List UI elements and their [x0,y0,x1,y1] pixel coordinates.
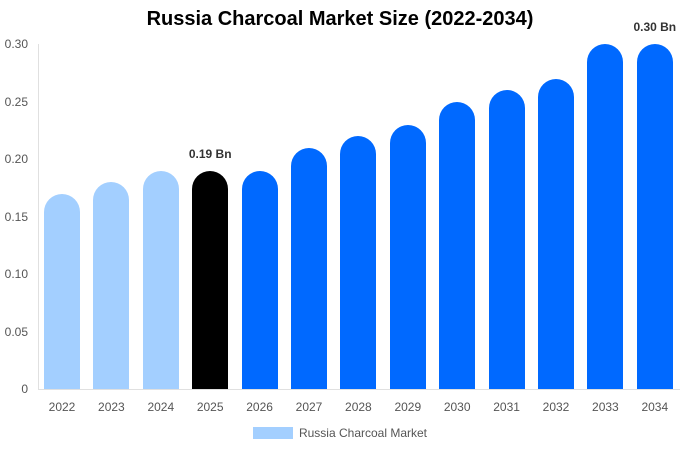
bar-2028[interactable] [340,136,377,389]
bar-2024[interactable] [142,170,179,389]
chart-title: Russia Charcoal Market Size (2022-2034) [146,8,534,30]
data-label: 0.30 Bn [633,20,677,34]
bar-2023[interactable] [93,182,130,389]
bar-2030[interactable] [439,101,476,389]
x-tick-label: 2030 [443,400,471,414]
bar-2025[interactable] [192,170,229,389]
x-tick-label: 2022 [48,400,76,414]
y-tick-label: 0.05 [4,324,28,339]
x-tick-label: 2032 [542,400,570,414]
bar-2022[interactable] [44,193,80,389]
data-label: 0.19 Bn [188,146,232,161]
x-tick-label: 2023 [98,400,125,414]
bar-2033[interactable] [587,44,624,389]
bar-2027[interactable] [291,147,327,389]
legend-label: Russia Charcoal Market [298,426,428,440]
y-tick-label: 0.10 [4,267,28,281]
y-axis-line [38,44,39,389]
y-tick-label: 0.15 [4,209,28,224]
x-tick-label: 2029 [394,400,422,414]
legend-swatch [252,427,293,439]
x-tick-label: 2025 [196,400,224,414]
legend[interactable]: Russia Charcoal Market [0,426,680,440]
bar-2034[interactable] [636,44,673,389]
x-tick-label: 2024 [147,400,175,414]
y-tick-label: 0.30 [4,37,28,51]
bar-2031[interactable] [488,90,525,389]
x-tick-label: 2034 [641,400,669,414]
x-tick-label: 2026 [246,400,273,414]
x-tick-label: 2031 [493,400,520,414]
x-tick-label: 2033 [592,400,619,414]
x-axis-line [38,389,680,390]
x-tick-label: 2027 [295,400,323,414]
bar-2032[interactable] [538,78,574,389]
bar-2026[interactable] [241,170,278,389]
bar-2029[interactable] [389,124,426,389]
y-tick-label: 0 [21,382,28,396]
y-tick-label: 0.25 [4,94,28,109]
y-tick-label: 0.20 [4,152,28,166]
x-tick-label: 2028 [345,400,372,414]
